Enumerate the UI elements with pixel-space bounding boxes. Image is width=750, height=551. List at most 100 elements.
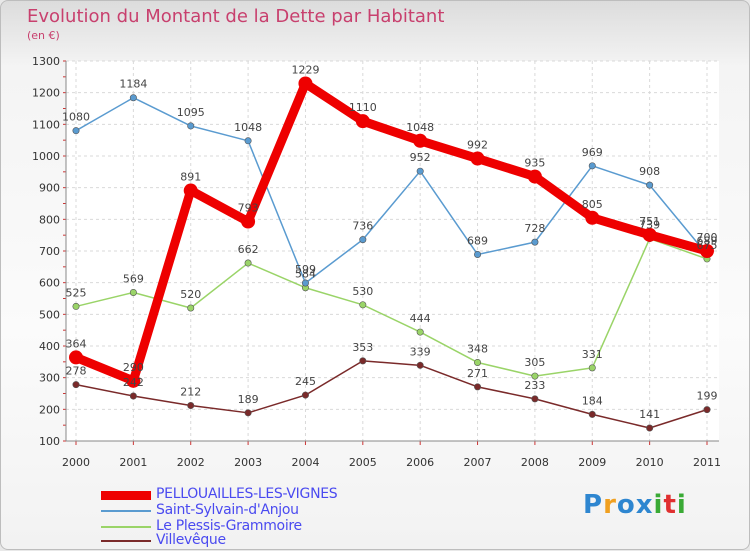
- x-tick-label: 2001: [119, 456, 147, 469]
- data-point: [129, 288, 137, 296]
- data-point: [588, 162, 596, 170]
- data-point: [474, 250, 482, 258]
- data-label: 305: [524, 356, 545, 369]
- series-line: [75, 360, 708, 429]
- logo-letter: i: [676, 490, 687, 520]
- data-point: [531, 372, 539, 380]
- data-point: [474, 358, 482, 366]
- y-tick-label: 1200: [32, 87, 60, 100]
- data-point: [355, 114, 370, 129]
- legend-swatch: [101, 490, 151, 500]
- chart-title: Evolution du Montant de la Dette par Hab…: [27, 6, 445, 27]
- data-label: 520: [180, 288, 201, 301]
- data-label: 353: [352, 341, 373, 354]
- data-label: 908: [639, 165, 660, 178]
- data-label: 364: [66, 337, 87, 350]
- data-point: [301, 391, 309, 399]
- data-label: 689: [467, 234, 488, 247]
- data-point: [241, 214, 256, 229]
- x-tick-label: 2011: [693, 456, 721, 469]
- data-label: 530: [352, 285, 373, 298]
- data-point: [244, 409, 252, 417]
- data-point: [298, 76, 313, 91]
- data-label: 793: [238, 202, 259, 215]
- data-point: [588, 364, 596, 372]
- data-label: 584: [295, 268, 316, 281]
- data-label: 1048: [234, 121, 262, 134]
- data-label: 675: [697, 239, 718, 252]
- y-tick-label: 1100: [32, 118, 60, 131]
- data-label: 184: [582, 394, 603, 407]
- data-point: [72, 127, 80, 135]
- legend-label: Saint-Sylvain-d'Anjou: [156, 502, 299, 518]
- x-tick-label: 2002: [177, 456, 205, 469]
- y-tick-label: 300: [39, 372, 60, 385]
- data-point: [416, 361, 424, 369]
- data-point: [187, 304, 195, 312]
- data-label: 444: [410, 312, 431, 325]
- series-line: [75, 96, 708, 284]
- data-point: [187, 122, 195, 130]
- data-label: 141: [639, 408, 660, 421]
- data-label: 700: [697, 231, 718, 244]
- y-tick-label: 900: [39, 182, 60, 195]
- y-tick-label: 100: [39, 435, 60, 448]
- data-point: [72, 302, 80, 310]
- data-label: 952: [410, 151, 431, 164]
- data-label: 662: [238, 243, 259, 256]
- data-point: [527, 169, 542, 184]
- data-point: [72, 381, 80, 389]
- data-label: 212: [180, 386, 201, 399]
- x-tick-label: 2006: [406, 456, 434, 469]
- y-tick-label: 200: [39, 403, 60, 416]
- data-point: [474, 383, 482, 391]
- legend-swatch: [101, 526, 151, 528]
- data-point: [359, 301, 367, 309]
- y-tick-label: 500: [39, 308, 60, 321]
- data-label: 599: [295, 263, 316, 276]
- x-tick-label: 2000: [62, 456, 90, 469]
- logo-letter: o: [616, 490, 636, 520]
- data-label: 348: [467, 342, 488, 355]
- x-tick-label: 2008: [521, 456, 549, 469]
- y-tick-label: 600: [39, 277, 60, 290]
- data-point: [642, 227, 657, 242]
- data-point: [69, 350, 83, 365]
- data-point: [129, 94, 137, 102]
- x-tick-label: 2005: [349, 456, 377, 469]
- data-label: 1095: [177, 106, 205, 119]
- data-label: 992: [467, 139, 488, 152]
- series-line: [71, 78, 712, 386]
- data-label: 278: [66, 365, 87, 378]
- data-label: 242: [123, 376, 144, 389]
- data-point: [588, 410, 596, 418]
- data-label: 233: [524, 379, 545, 392]
- data-label: 1048: [406, 121, 434, 134]
- series-line: [75, 237, 708, 377]
- data-point: [703, 406, 711, 414]
- data-label: 245: [295, 375, 316, 388]
- logo-letter: t: [663, 490, 677, 520]
- data-label: 1110: [349, 101, 377, 114]
- data-label: 935: [524, 157, 545, 170]
- y-tick-label: 400: [39, 340, 60, 353]
- legend-label: PELLOUAILLES-LES-VIGNES: [156, 486, 338, 502]
- data-point: [359, 357, 367, 365]
- proxiti-logo: Proxiti: [583, 490, 687, 520]
- data-point: [244, 259, 252, 267]
- x-tick-label: 2004: [291, 456, 319, 469]
- data-point: [413, 133, 428, 148]
- y-tick-label: 800: [39, 213, 60, 226]
- data-label: 339: [410, 345, 431, 358]
- chart-unit-label: (en €): [27, 29, 60, 42]
- x-tick-label: 2009: [578, 456, 606, 469]
- data-point: [585, 210, 600, 225]
- data-label: 1080: [62, 111, 90, 124]
- data-point: [244, 137, 252, 145]
- y-tick-label: 1000: [32, 150, 60, 163]
- data-label: 728: [524, 222, 545, 235]
- data-label: 189: [238, 393, 259, 406]
- data-point: [359, 236, 367, 244]
